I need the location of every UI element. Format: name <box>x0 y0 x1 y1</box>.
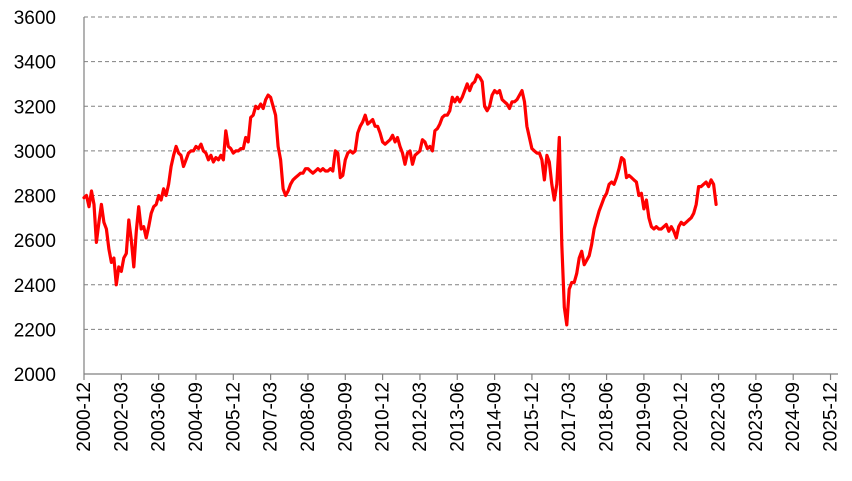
y-tick-label: 3200 <box>14 97 56 118</box>
y-tick-label: 3400 <box>14 53 56 74</box>
x-tick-label: 2000-12 <box>74 382 95 452</box>
x-tick-label: 2007-03 <box>261 382 282 452</box>
x-tick-label: 2014-09 <box>485 382 506 452</box>
x-tick-label: 2017-03 <box>559 382 580 452</box>
x-tick-label: 2002-03 <box>111 382 132 452</box>
y-tick-label: 2000 <box>14 365 56 386</box>
series-line <box>82 73 718 327</box>
gridlines <box>84 16 838 330</box>
x-axis-tick-labels: 2000-12 2002-03 2003-06 2004-09 2005-12 2007-… <box>74 382 842 452</box>
y-tick-label: 3600 <box>14 8 56 29</box>
x-tick-label: 2005-12 <box>223 382 244 452</box>
x-tick-label: 2003-06 <box>149 382 170 452</box>
y-tick-label: 2800 <box>14 187 56 208</box>
x-tick-label: 2004-09 <box>186 382 207 452</box>
x-tick-label: 2018-06 <box>597 382 618 452</box>
axes <box>83 17 838 380</box>
x-tick-label: 2008-06 <box>298 382 319 452</box>
y-tick-label: 2600 <box>14 231 56 252</box>
y-tick-label: 3000 <box>14 142 56 163</box>
x-tick-label: 2009-09 <box>335 382 356 452</box>
x-tick-label: 2020-12 <box>671 382 692 452</box>
series-layer <box>82 73 718 327</box>
y-axis-tick-labels: 2000 2200 2400 2600 2800 3000 3200 3400 3600 <box>14 8 56 386</box>
x-tick-label: 2015-12 <box>522 382 543 452</box>
x-tick-label: 2024-09 <box>783 382 804 452</box>
x-tick-label: 2019-09 <box>634 382 655 452</box>
x-tick-label: 2013-06 <box>447 382 468 452</box>
x-tick-label: 2012-03 <box>410 382 431 452</box>
y-tick-label: 2200 <box>14 320 56 341</box>
x-tick-label: 2025-12 <box>821 382 842 452</box>
x-tick-label: 2010-12 <box>373 382 394 452</box>
x-tick-label: 2022-03 <box>709 382 730 452</box>
y-tick-label: 2400 <box>14 276 56 297</box>
x-tick-label: 2023-06 <box>746 382 767 452</box>
